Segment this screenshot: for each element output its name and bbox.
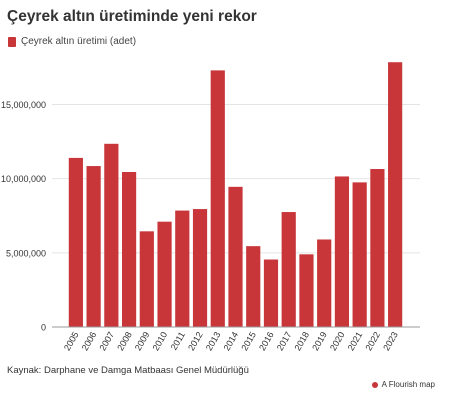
bar-2005[interactable] [68,157,83,327]
y-tick-label: 5,000,000 [6,248,46,258]
legend-swatch [8,36,16,47]
x-tick-label: 2021 [346,330,365,352]
bar-2020[interactable] [334,176,350,327]
legend-label: Çeyrek altın üretimi (adet) [21,36,137,47]
x-tick-label: 2014 [222,330,241,352]
flourish-logo-icon [371,381,378,388]
source-note: Kaynak: Darphane ve Damga Matbaası Genel… [7,365,249,376]
chart-title: Çeyrek altın üretiminde yeni rekor [7,8,257,25]
x-tick-label: 2009 [133,330,152,352]
bar-2019[interactable] [317,239,332,327]
x-tick-label: 2020 [328,330,347,352]
flourish-credit-label: A Flourish map [381,380,435,389]
x-tick-label: 2017 [275,330,294,352]
x-tick-label: 2010 [151,330,170,352]
x-tick-label: 2011 [169,330,187,352]
x-tick-label: 2013 [204,330,223,352]
bar-2007[interactable] [104,143,119,327]
bar-2021[interactable] [352,182,367,327]
bar-2017[interactable] [281,212,296,327]
bar-2010[interactable] [157,221,172,327]
y-tick-label: 15,000,000 [1,100,46,110]
x-tick-label: 2019 [310,330,329,352]
bar-2012[interactable] [192,209,208,327]
bar-2013[interactable] [210,70,225,327]
y-tick-label: 10,000,000 [1,174,46,184]
y-tick-label: 0 [41,323,46,333]
x-tick-label: 2012 [186,330,205,352]
bar-2015[interactable] [246,246,261,327]
bar-2022[interactable] [370,169,385,327]
bar-2011[interactable] [175,210,190,327]
bar-2008[interactable] [121,171,137,327]
bar-2018[interactable] [299,254,314,327]
bar-2009[interactable] [139,231,154,327]
x-tick-label: 2006 [80,330,99,352]
x-tick-label: 2005 [62,330,81,352]
x-tick-label: 2008 [115,330,134,352]
x-tick-label: 2023 [381,330,400,352]
x-tick-label: 2015 [239,330,258,352]
bar-2006[interactable] [86,166,101,327]
bar-2023[interactable] [388,62,403,327]
x-tick-label: 2016 [257,330,276,352]
bar-2014[interactable] [228,186,243,327]
x-tick-label: 2007 [97,330,116,352]
legend[interactable]: Çeyrek altın üretimi (adet) [8,36,136,47]
bar-2016[interactable] [263,259,279,327]
x-tick-label: 2018 [293,330,312,352]
x-tick-label: 2022 [363,330,382,352]
flourish-credit-link[interactable]: A Flourish map [371,380,435,389]
